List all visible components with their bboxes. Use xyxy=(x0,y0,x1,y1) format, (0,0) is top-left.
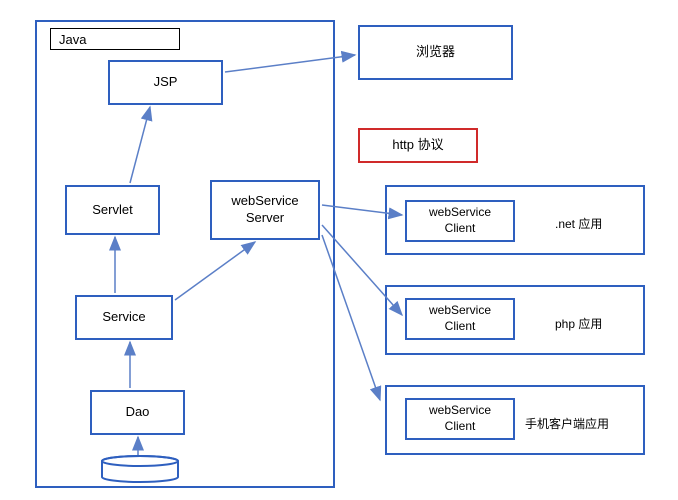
browser-text: 浏览器 xyxy=(416,44,455,61)
php-client-text: webService Client xyxy=(429,303,491,334)
servlet-node: Servlet xyxy=(65,185,160,235)
jsp-text: JSP xyxy=(154,74,178,91)
service-text: Service xyxy=(102,309,145,326)
cylinder-db xyxy=(100,455,180,483)
ws-server-node: webService Server xyxy=(210,180,320,240)
jsp-node: JSP xyxy=(108,60,223,105)
ws-server-text: webService Server xyxy=(231,193,298,227)
browser-node: 浏览器 xyxy=(358,25,513,80)
java-label: Java xyxy=(50,28,180,50)
mobile-label: 手机客户端应用 xyxy=(525,415,609,432)
mobile-client-node: webService Client xyxy=(405,398,515,440)
php-client-node: webService Client xyxy=(405,298,515,340)
net-client-node: webService Client xyxy=(405,200,515,242)
servlet-text: Servlet xyxy=(92,202,132,219)
java-label-text: Java xyxy=(59,32,86,47)
dao-node: Dao xyxy=(90,390,185,435)
mobile-client-text: webService Client xyxy=(429,403,491,434)
net-label-text: .net 应用 xyxy=(555,217,602,231)
php-label-text: php 应用 xyxy=(555,317,602,331)
net-label: .net 应用 xyxy=(555,215,602,232)
http-text: http 协议 xyxy=(392,137,443,154)
php-label: php 应用 xyxy=(555,315,602,332)
mobile-label-text: 手机客户端应用 xyxy=(525,417,609,431)
service-node: Service xyxy=(75,295,173,340)
http-node: http 协议 xyxy=(358,128,478,163)
net-client-text: webService Client xyxy=(429,205,491,236)
dao-text: Dao xyxy=(126,404,150,421)
